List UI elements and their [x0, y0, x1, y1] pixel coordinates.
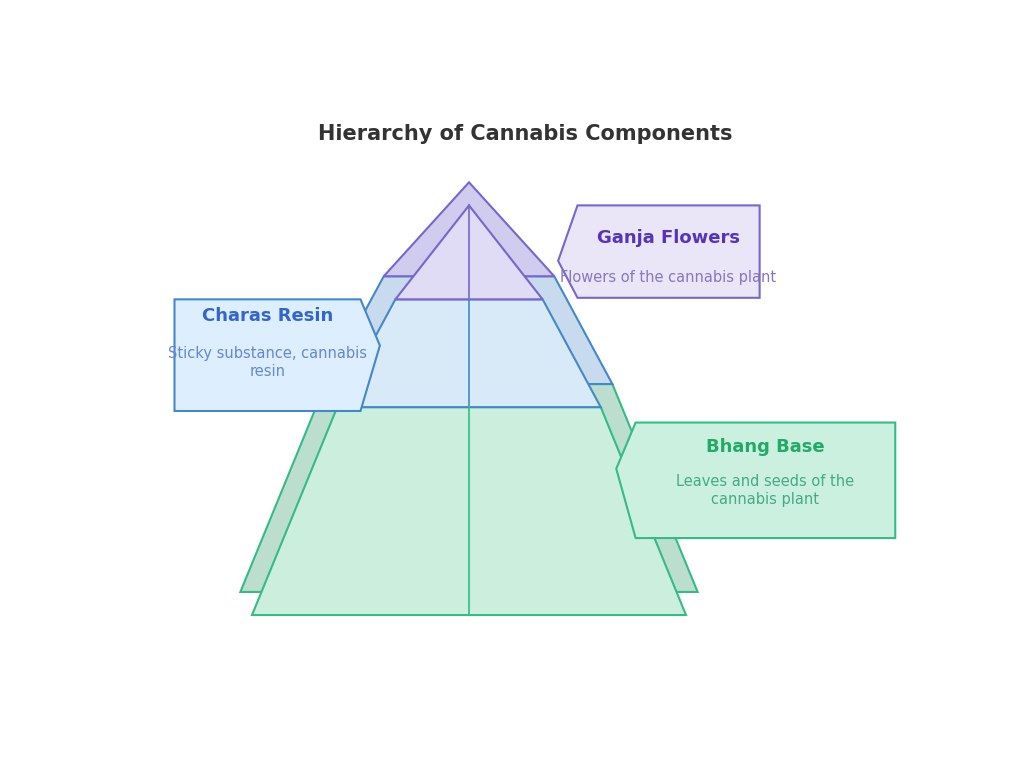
Polygon shape: [174, 299, 380, 411]
Polygon shape: [395, 206, 543, 299]
Text: Bhang Base: Bhang Base: [707, 438, 824, 456]
Polygon shape: [241, 384, 697, 592]
Polygon shape: [326, 277, 612, 384]
Polygon shape: [337, 299, 601, 407]
Text: Flowers of the cannabis plant: Flowers of the cannabis plant: [560, 271, 776, 285]
Polygon shape: [558, 206, 760, 298]
Text: Sticky substance, cannabis
resin: Sticky substance, cannabis resin: [168, 346, 367, 379]
Polygon shape: [384, 182, 554, 277]
Text: Hierarchy of Cannabis Components: Hierarchy of Cannabis Components: [317, 123, 732, 144]
Text: Ganja Flowers: Ganja Flowers: [597, 229, 740, 247]
Polygon shape: [616, 423, 895, 538]
Text: Leaves and seeds of the
cannabis plant: Leaves and seeds of the cannabis plant: [677, 474, 854, 507]
Polygon shape: [252, 407, 686, 615]
Text: Charas Resin: Charas Resin: [202, 307, 333, 325]
